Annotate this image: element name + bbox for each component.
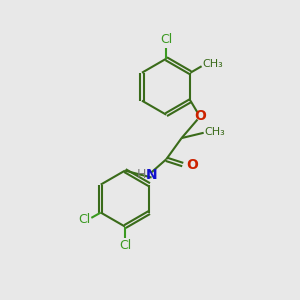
Text: N: N [146,168,158,182]
Text: CH₃: CH₃ [205,127,226,137]
Text: H: H [137,168,146,181]
Text: O: O [194,109,206,123]
Text: Cl: Cl [78,213,90,226]
Text: Cl: Cl [119,239,131,252]
Text: O: O [186,158,198,172]
Text: CH₃: CH₃ [203,59,224,70]
Text: Cl: Cl [160,33,172,46]
